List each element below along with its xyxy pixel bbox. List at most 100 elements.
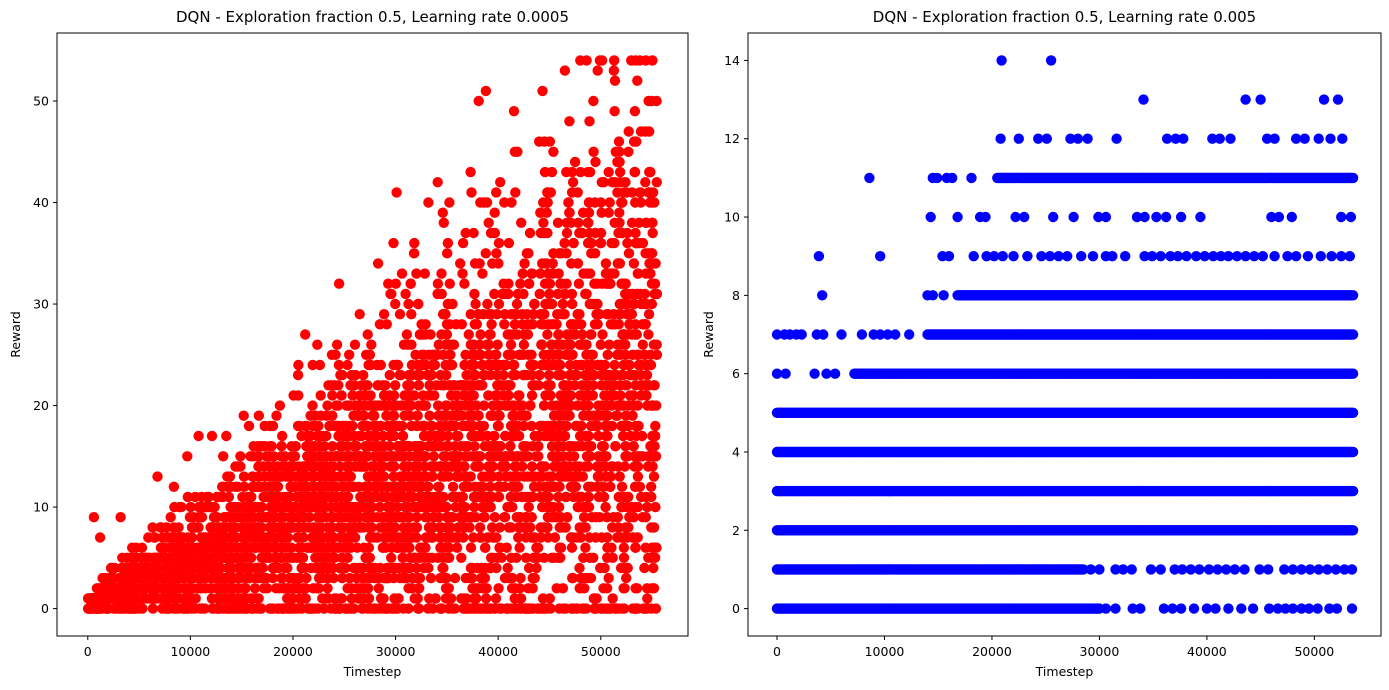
scatter-point: [254, 501, 265, 513]
scatter-point: [435, 572, 446, 584]
scatter-point: [440, 400, 451, 411]
scatter-point: [258, 461, 270, 472]
scatter-point: [342, 471, 354, 482]
scatter-point: [565, 319, 577, 330]
scatter-point: [600, 369, 611, 381]
scatter-point: [479, 512, 490, 523]
scatter-point: [517, 400, 528, 411]
scatter-point: [358, 369, 369, 381]
right-y-axis-label: Reward: [701, 311, 716, 358]
scatter-point: [595, 237, 607, 249]
scatter-point: [493, 237, 505, 249]
scatter-point: [511, 491, 522, 503]
scatter-point: [515, 451, 526, 462]
scatter-point: [266, 441, 277, 452]
scatter-point: [328, 572, 339, 584]
left-x-axis-label: Timestep: [343, 664, 402, 679]
scatter-point: [651, 349, 663, 360]
scatter-point: [290, 441, 301, 452]
scatter-point: [439, 471, 450, 482]
scatter-point: [407, 572, 418, 584]
scatter-point: [331, 339, 343, 350]
scatter-point: [547, 268, 559, 279]
scatter-point: [538, 420, 549, 432]
scatter-point: [447, 603, 458, 614]
scatter-point: [312, 339, 323, 350]
scatter-point: [642, 501, 653, 513]
scatter-point: [401, 329, 413, 340]
scatter-point: [583, 430, 594, 442]
scatter-point: [255, 441, 266, 452]
scatter-point: [351, 583, 362, 594]
scatter-point: [433, 339, 444, 350]
scatter-point: [498, 461, 509, 472]
scatter-point: [559, 65, 571, 76]
scatter-point: [281, 552, 293, 563]
scatter-point: [375, 522, 386, 533]
scatter-point: [260, 481, 271, 492]
scatter-point: [345, 542, 356, 553]
scatter-point: [453, 471, 465, 482]
scatter-point: [515, 512, 526, 523]
scatter-point: [488, 532, 500, 543]
scatter-point: [527, 491, 538, 503]
scatter-point: [576, 319, 587, 330]
scatter-point: [518, 369, 529, 381]
scatter-point: [578, 552, 589, 563]
scatter-point: [618, 400, 629, 411]
scatter-point: [646, 441, 657, 452]
scatter-point: [477, 359, 488, 371]
scatter-point: [438, 451, 449, 462]
scatter-point: [346, 593, 357, 604]
scatter-point: [389, 512, 401, 523]
scatter-point: [297, 532, 308, 543]
scatter-point: [616, 369, 627, 381]
scatter-point: [363, 359, 374, 371]
scatter-point: [314, 430, 325, 442]
scatter-point: [550, 359, 561, 371]
scatter-point: [299, 522, 311, 533]
scatter-point: [613, 319, 624, 330]
scatter-point: [300, 329, 311, 340]
scatter-point: [614, 309, 625, 320]
scatter-point: [629, 166, 640, 178]
scatter-point: [588, 146, 599, 157]
scatter-point: [548, 481, 559, 492]
scatter-point: [514, 542, 525, 553]
y-tick-label: 50: [33, 94, 49, 109]
scatter-point: [186, 532, 198, 543]
scatter-point: [600, 501, 611, 513]
scatter-point: [580, 542, 591, 553]
scatter-point: [511, 552, 522, 563]
scatter-point: [316, 522, 327, 533]
scatter-point: [115, 572, 126, 584]
scatter-point: [377, 512, 388, 523]
scatter-point: [333, 278, 345, 289]
scatter-point: [538, 217, 549, 228]
scatter-point: [542, 187, 553, 198]
scatter-point: [562, 410, 574, 421]
scatter-point: [378, 593, 389, 604]
scatter-point: [276, 572, 287, 584]
scatter-point: [562, 512, 573, 523]
y-tick-label: 10: [33, 500, 49, 515]
scatter-point: [493, 258, 504, 269]
scatter-point: [225, 522, 236, 533]
scatter-point: [372, 359, 383, 371]
scatter-point: [232, 481, 244, 492]
scatter-point: [401, 532, 412, 543]
scatter-point: [276, 512, 287, 523]
x-tick-label: 20000: [273, 644, 313, 659]
scatter-point: [510, 187, 521, 198]
scatter-point: [475, 329, 486, 340]
scatter-point: [602, 420, 613, 432]
scatter-point: [605, 390, 616, 401]
scatter-point: [644, 268, 655, 279]
scatter-point: [423, 562, 434, 574]
scatter-point: [633, 237, 644, 249]
scatter-point: [348, 603, 359, 614]
scatter-point: [491, 309, 503, 320]
scatter-point: [475, 451, 486, 462]
scatter-point: [596, 55, 608, 66]
scatter-point: [428, 451, 439, 462]
